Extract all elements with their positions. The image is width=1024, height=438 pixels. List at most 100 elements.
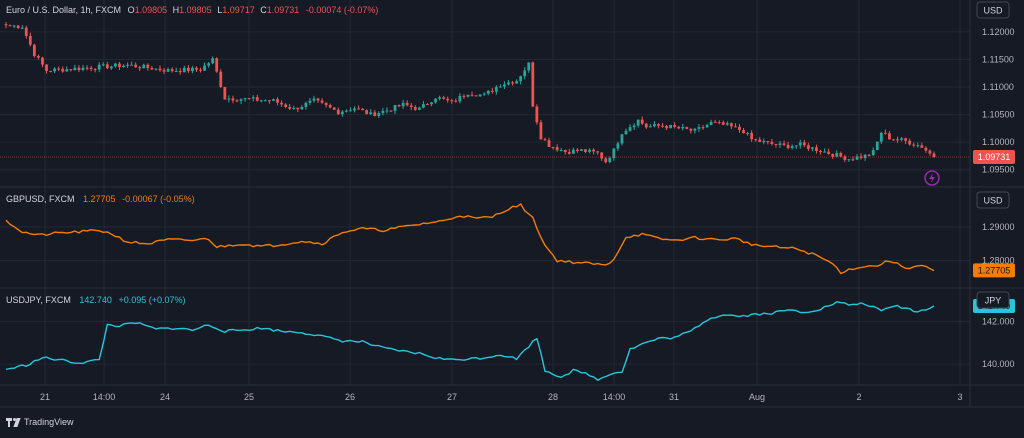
candle-body: [324, 102, 328, 106]
candle-body: [251, 97, 255, 99]
candle-body: [652, 124, 656, 127]
candle-body: [385, 110, 389, 112]
candle-body: [774, 143, 778, 145]
candle-body: [863, 154, 867, 158]
candle-body: [304, 102, 308, 107]
y-tick-label: 1.11500: [982, 54, 1014, 64]
candle-body: [361, 108, 365, 111]
candle-body: [199, 69, 202, 71]
candle-body: [486, 90, 490, 94]
candle-body: [239, 99, 243, 101]
candle-body: [474, 95, 478, 97]
candle-body: [531, 62, 535, 107]
candle-body: [191, 67, 194, 72]
candle-body: [85, 67, 89, 69]
candle-body: [883, 132, 887, 134]
candle-body: [616, 143, 620, 149]
usdjpy-currency-button[interactable]: JPY: [976, 291, 1010, 309]
candle-body: [815, 147, 818, 151]
candle-body: [584, 149, 587, 152]
candle-body: [316, 98, 320, 101]
candle-body: [195, 67, 198, 70]
last-price-badge: [973, 263, 1015, 278]
candle-body: [823, 151, 826, 153]
y-tick-label: 1.09500: [982, 165, 1015, 175]
svg-text:USD: USD: [983, 196, 1003, 206]
candle-body: [685, 127, 689, 129]
candle-body: [397, 105, 401, 107]
candle-body: [697, 127, 701, 129]
candle-body: [879, 132, 883, 142]
lightning-icon[interactable]: [924, 170, 940, 186]
last-price-label: 1.09731: [978, 152, 1011, 162]
candle-body: [12, 25, 16, 27]
candle-body: [215, 58, 219, 72]
candle-body: [280, 102, 283, 105]
candle-body: [494, 87, 498, 92]
brand-label: TradingView: [24, 417, 74, 427]
candle-body: [37, 56, 40, 58]
candle-body: [158, 68, 162, 71]
candle-body: [924, 147, 928, 151]
price-axes[interactable]: 1.12000 1.11500 1.11000 1.10500 1.10000 1.095…: [973, 27, 1015, 369]
gbpusd-pane[interactable]: [5, 203, 935, 275]
candle-body: [794, 145, 798, 147]
tradingview-logo[interactable]: TradingView: [6, 417, 74, 427]
candle-body: [490, 90, 494, 92]
candle-body: [859, 156, 863, 158]
candle-body: [186, 67, 190, 72]
candle-body: [916, 145, 920, 147]
candle-body: [61, 68, 65, 72]
candle-body: [308, 100, 312, 103]
last-price-badge: [973, 149, 1015, 164]
time-tick-label: 21: [40, 392, 50, 402]
candle-body: [73, 67, 77, 71]
y-tick-label: 1.12000: [982, 27, 1015, 37]
candle-body: [535, 106, 539, 123]
candle-body: [288, 106, 292, 109]
candle-body: [300, 106, 304, 110]
candle-body: [928, 150, 932, 154]
candle-body: [442, 97, 446, 99]
candle-body: [146, 64, 150, 69]
candle-body: [750, 132, 754, 140]
candle-body: [57, 68, 61, 70]
candle-body: [114, 63, 117, 67]
eurusd-pane[interactable]: [0, 22, 970, 164]
candle-body: [644, 123, 648, 128]
candle-body: [8, 25, 12, 27]
eurusd-currency-button[interactable]: USD: [976, 1, 1010, 19]
candle-body: [320, 100, 324, 103]
candle-body: [478, 94, 482, 97]
candle-body: [798, 142, 802, 146]
candle-body: [600, 152, 604, 159]
candle-body: [268, 100, 271, 102]
candle-body: [405, 102, 409, 106]
candle-body: [466, 94, 470, 97]
candle-body: [126, 64, 129, 66]
candle-body: [503, 84, 506, 87]
gbpusd-currency-button[interactable]: USD: [976, 191, 1010, 209]
time-axis[interactable]: 21 14:00 24 25 26 27 28 14:00 31 Aug 2 3: [40, 392, 963, 402]
candle-body: [247, 98, 251, 100]
candle-body: [705, 124, 709, 128]
candle-body: [259, 100, 263, 102]
candle-body: [681, 127, 685, 129]
candle-body: [527, 62, 531, 71]
candle-body: [932, 153, 936, 158]
candle-body: [482, 93, 486, 95]
candle-body: [567, 151, 571, 154]
candle-body: [24, 27, 28, 36]
usdjpy-pane[interactable]: [5, 301, 935, 381]
candle-body: [353, 108, 356, 111]
candle-body: [162, 70, 166, 72]
tradingview-icon: [6, 417, 21, 427]
y-tick-label: 140.000: [982, 359, 1015, 369]
candle-body: [357, 108, 360, 110]
candle-body: [211, 58, 215, 64]
y-tick-label: 1.11000: [982, 82, 1014, 92]
candle-body: [296, 107, 300, 110]
candle-body: [28, 35, 32, 45]
y-tick-label: 1.29000: [982, 222, 1015, 232]
